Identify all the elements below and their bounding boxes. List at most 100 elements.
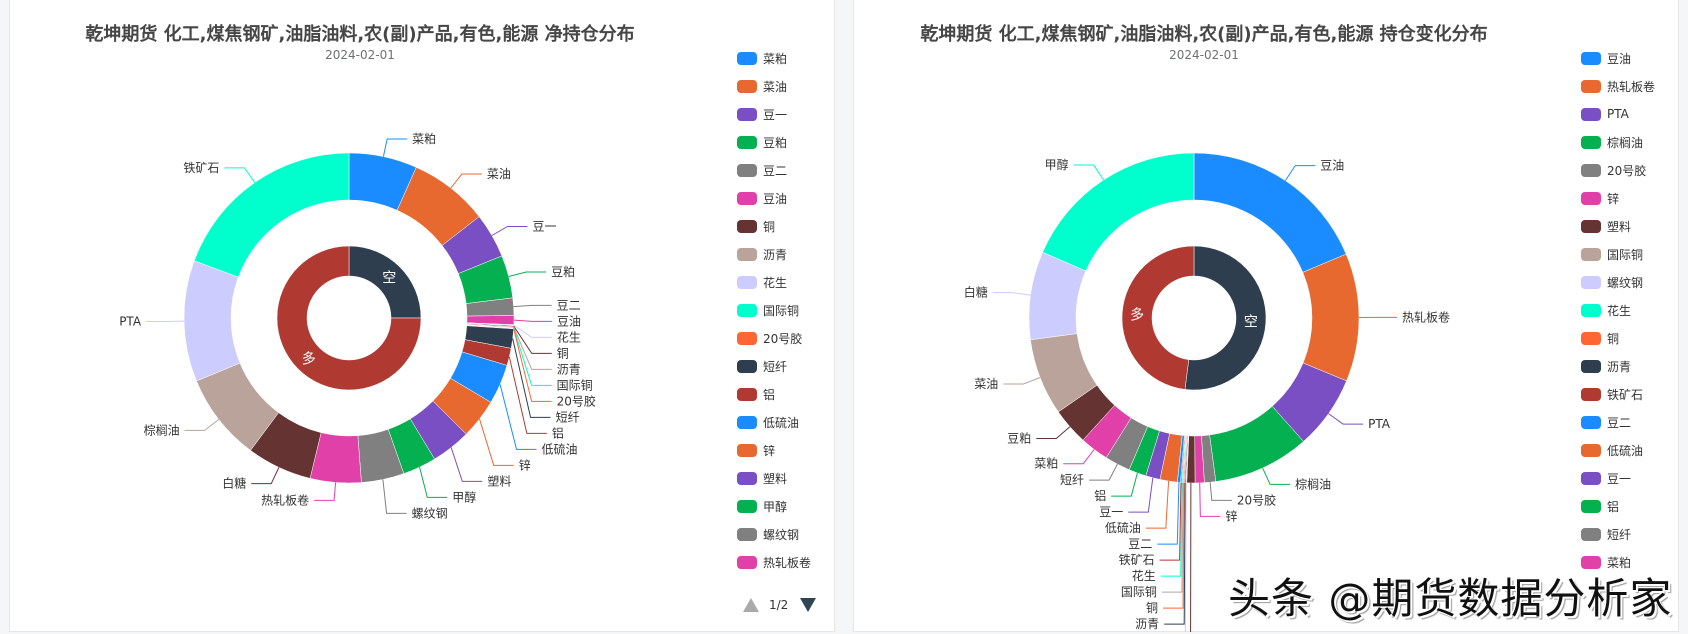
legend-item-12[interactable]: 铁矿石	[1581, 380, 1688, 408]
legend-item-9[interactable]: 花生	[1581, 296, 1688, 324]
outer-slice[interactable]	[183, 260, 241, 382]
legend-label: 螺纹钢	[1607, 275, 1644, 290]
label-leader-line	[450, 447, 483, 482]
legend-item-14[interactable]: 锌	[737, 436, 847, 464]
slice-label: 热轧板卷	[1402, 309, 1450, 324]
legend-item-13[interactable]: 豆二	[1581, 408, 1688, 436]
legend-item-1[interactable]: 菜油	[737, 72, 847, 100]
chart-date: 2024-02-01	[1169, 48, 1239, 62]
slice-label: 白糖	[964, 285, 988, 300]
label-leader-line	[479, 418, 514, 466]
legend-swatch-icon	[737, 527, 757, 541]
legend-swatch-icon	[737, 443, 757, 457]
slice-label: 豆粕	[551, 264, 575, 279]
inner-slice-label: 空	[1244, 315, 1258, 331]
legend-label: 塑料	[1607, 219, 1632, 234]
legend-swatch-icon	[737, 191, 757, 205]
net-position-donut-chart[interactable]: 空多菜粕菜油豆一豆粕豆二豆油花生铜沥青国际铜20号胶短纤铝低硫油锌塑料甲醇螺纹钢…	[10, 0, 836, 632]
legend-item-16[interactable]: 铝	[1581, 492, 1688, 520]
legend-label: 铜	[1607, 331, 1620, 346]
legend-item-18[interactable]: 菜粕	[1581, 548, 1688, 574]
slice-label: PTA	[119, 314, 142, 328]
legend-item-7[interactable]: 沥青	[737, 240, 847, 268]
position-change-donut-chart[interactable]: 空多豆油热轧板卷PTA棕榈油20号胶锌甲醇白糖菜油豆粕菜粕短纤铝豆一低硫油豆二铁…	[854, 0, 1680, 632]
legend-swatch-icon	[737, 219, 757, 233]
legend-item-9[interactable]: 国际铜	[737, 296, 847, 324]
legend-item-0[interactable]: 菜粕	[737, 44, 847, 72]
legend-item-2[interactable]: 豆一	[737, 100, 847, 128]
legend-swatch-icon	[737, 303, 757, 317]
legend-item-14[interactable]: 低硫油	[1581, 436, 1688, 464]
legend-item-5[interactable]: 锌	[1581, 184, 1688, 212]
legend-prev-page-icon[interactable]	[743, 598, 759, 612]
legend-item-6[interactable]: 铜	[737, 212, 847, 240]
legend-item-3[interactable]: 豆粕	[737, 128, 847, 156]
inner-slice-long[interactable]	[276, 245, 422, 391]
legend: 豆油 热轧板卷 PTA 棕榈油 20号胶锌塑料国际铜螺纹钢花生铜沥青铁矿石 豆二 低硫油豆一…	[1581, 44, 1688, 574]
inner-slice-long[interactable]	[1121, 245, 1195, 390]
legend-label: 花生	[763, 275, 788, 290]
legend-label: 菜粕	[763, 51, 788, 66]
label-leader-line	[1161, 482, 1184, 593]
legend-item-10[interactable]: 铜	[1581, 324, 1688, 352]
slice-label: 热轧板卷	[261, 492, 309, 507]
label-leader-line	[1328, 413, 1364, 425]
label-leader-line	[1036, 426, 1071, 440]
outer-slice[interactable]	[193, 152, 350, 278]
legend-item-7[interactable]: 国际铜	[1581, 240, 1688, 268]
legend-label: 棕榈油	[1607, 135, 1644, 150]
slice-label: 棕榈油	[1295, 476, 1331, 491]
legend-swatch-icon	[737, 415, 757, 429]
legend-item-4[interactable]: 豆二	[737, 156, 847, 184]
legend-item-6[interactable]: 塑料	[1581, 212, 1688, 240]
legend-label: 花生	[1607, 303, 1632, 318]
slice-label: 菜油	[487, 167, 511, 181]
legend-label: 豆一	[1607, 471, 1632, 486]
legend-label: 铜	[763, 219, 776, 234]
net-position-panel: 乾坤期货 化工,煤焦钢矿,油脂油料,农(副)产品,有色,能源 净持仓分布 202…	[9, 0, 835, 632]
legend-next-page-icon[interactable]	[800, 598, 817, 612]
legend-label: 沥青	[1607, 359, 1632, 374]
legend-item-5[interactable]: 豆油	[737, 184, 847, 212]
legend-label: 白糖	[763, 582, 787, 585]
legend-item-12[interactable]: 铝	[737, 380, 847, 408]
legend-swatch-icon	[1581, 303, 1601, 317]
legend-item-0[interactable]: 豆油	[1581, 44, 1688, 72]
outer-slice[interactable]	[1302, 253, 1360, 382]
legend-label: 沥青	[763, 247, 788, 262]
legend-item-2[interactable]: PTA	[1581, 100, 1688, 128]
slice-label: 沥青	[557, 362, 581, 376]
legend-item-13[interactable]: 低硫油	[737, 408, 847, 436]
legend-item-4[interactable]: 20号胶	[1581, 156, 1688, 184]
legend-item-18[interactable]: 热轧板卷	[737, 548, 847, 576]
slice-label: 甲醇	[1045, 157, 1069, 172]
chart-title: 乾坤期货 化工,煤焦钢矿,油脂油料,农(副)产品,有色,能源 持仓变化分布	[920, 24, 1488, 45]
legend-label: 甲醇	[763, 499, 788, 514]
legend-swatch-icon	[737, 331, 757, 345]
legend-item-3[interactable]: 棕榈油	[1581, 128, 1688, 156]
label-leader-line	[1003, 377, 1041, 385]
outer-slice[interactable]	[1042, 152, 1195, 272]
legend-item-16[interactable]: 甲醇	[737, 492, 847, 520]
inner-slice-label: 多	[302, 350, 316, 367]
label-leader-line	[1262, 467, 1291, 485]
legend-item-8[interactable]: 螺纹钢	[1581, 268, 1688, 296]
legend-label: 20号胶	[763, 331, 803, 346]
legend-item-17[interactable]: 螺纹钢	[737, 520, 847, 548]
legend: 菜粕菜油 豆一 豆粕 豆二 豆油铜沥青花生国际铜 20号胶短纤铝低硫油锌塑料甲醇螺纹钢 热轧…	[737, 44, 847, 584]
legend-item-15[interactable]: 豆一	[1581, 464, 1688, 492]
legend-item-15[interactable]: 塑料	[737, 464, 847, 492]
legend-item-19[interactable]: 白糖	[737, 576, 847, 584]
legend-item-11[interactable]: 短纤	[737, 352, 847, 380]
legend-item-8[interactable]: 花生	[737, 268, 847, 296]
legend-item-17[interactable]: 短纤	[1581, 520, 1688, 548]
legend-swatch-icon	[737, 471, 757, 485]
legend-swatch-icon	[737, 107, 757, 121]
legend-swatch-icon	[1581, 51, 1601, 65]
legend-item-1[interactable]: 热轧板卷	[1581, 72, 1688, 100]
legend-item-10[interactable]: 20号胶	[737, 324, 847, 352]
inner-slice-short[interactable]	[1184, 245, 1267, 391]
chart-title: 乾坤期货 化工,煤焦钢矿,油脂油料,农(副)产品,有色,能源 净持仓分布	[85, 24, 635, 45]
slice-label: 铁矿石	[1119, 553, 1155, 567]
legend-item-11[interactable]: 沥青	[1581, 352, 1688, 380]
